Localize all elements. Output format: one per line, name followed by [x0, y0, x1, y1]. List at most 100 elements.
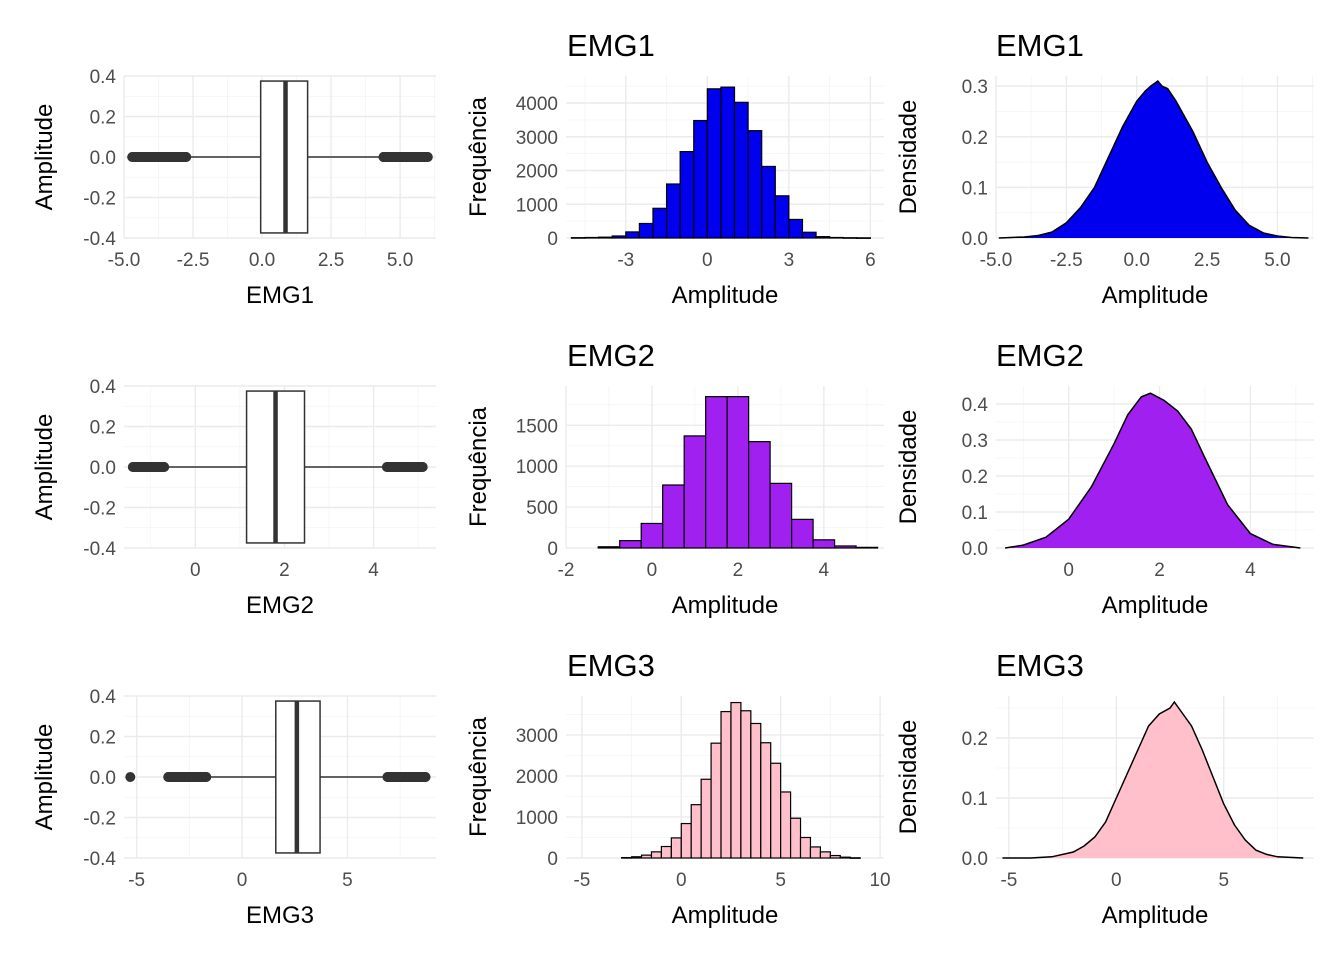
histogram-bar	[683, 435, 707, 549]
x-axis-title: EMG1	[246, 282, 314, 309]
x-tick-label: 2.5	[1194, 250, 1220, 271]
histogram-bar	[680, 822, 692, 859]
outlier-point	[125, 772, 136, 782]
y-tick-label: 1000	[516, 457, 558, 478]
x-tick-label: -5	[128, 870, 145, 891]
x-tick-label: 3	[784, 250, 795, 271]
x-tick-label: 2	[279, 560, 290, 581]
histogram-bar	[788, 218, 804, 239]
histogram-bar	[819, 851, 831, 859]
histogram-bar	[619, 540, 642, 549]
y-tick-label: 3000	[516, 726, 558, 747]
x-tick-label: -2.5	[1050, 250, 1083, 271]
histogram-bar	[640, 854, 653, 859]
y-tick-label: 0.2	[90, 728, 116, 749]
x-tick-label: -5	[573, 870, 590, 891]
y-tick-label: 0.4	[90, 67, 117, 88]
y-axis-title: Densidade	[895, 410, 922, 525]
histogram-bar	[625, 231, 640, 239]
panel-dens-emg1: 0.0 0.1 0.2 0.3 -5.0 -2.5 0.0 2.5 5.0 Amplitude De…	[895, 28, 1314, 309]
histogram-bar	[855, 546, 879, 549]
histogram-bar	[693, 119, 708, 239]
histogram-bar	[730, 701, 742, 859]
x-tick-label: 5	[775, 870, 786, 891]
panel-hist-emg1: 0 1000 2000 3000 4000 -3 0 3 6 Amplitude Frequênci…	[465, 28, 884, 309]
panel-dens-emg2: 0.0 0.1 0.2 0.3 0.4 0 2 4 Amplitude Densidade EMG2	[895, 338, 1314, 619]
histogram-bar	[770, 762, 782, 859]
y-tick-label: 0.0	[90, 148, 116, 169]
x-axis-title: Amplitude	[1102, 902, 1209, 929]
x-axis-title: Amplitude	[1102, 282, 1209, 309]
x-axis-title: EMG2	[246, 592, 314, 619]
x-axis-title: Amplitude	[672, 902, 779, 929]
histogram-bar	[849, 857, 861, 859]
y-axis-title: Amplitude	[31, 104, 58, 211]
y-tick-label: 1000	[516, 195, 558, 216]
x-axis-title: Amplitude	[672, 282, 779, 309]
outlier-point	[181, 152, 192, 162]
y-tick-label: 0.4	[90, 687, 117, 708]
histogram-bar	[833, 545, 857, 549]
y-tick-label: 0.1	[962, 178, 988, 199]
histogram-bar	[815, 236, 831, 239]
panel-title: EMG2	[996, 338, 1084, 373]
x-tick-label: 4	[368, 560, 379, 581]
histogram-bar	[842, 237, 858, 239]
x-axis-title: Amplitude	[672, 592, 779, 619]
y-tick-label: 0.4	[962, 395, 989, 416]
y-tick-label: 0.2	[962, 729, 988, 750]
histogram-bar	[652, 207, 668, 239]
histogram-bar	[665, 183, 681, 239]
histogram-bar	[640, 522, 664, 549]
y-tick-label: -0.2	[83, 809, 116, 830]
panel-box-emg3: -0.4 -0.2 0.0 0.2 0.4 -5 0 5 EMG3 Amplitude	[31, 687, 436, 929]
histogram-bar	[799, 836, 812, 859]
x-tick-label: 0	[237, 870, 248, 891]
y-tick-label: 0	[547, 229, 558, 250]
x-tick-label: 2.5	[318, 250, 344, 271]
histogram-bar	[584, 236, 600, 239]
y-axis-title: Frequência	[465, 406, 492, 527]
histogram-bar	[761, 165, 776, 239]
histogram-bar	[747, 130, 763, 239]
histogram-bar	[801, 231, 817, 239]
histogram-bar	[706, 88, 722, 239]
histogram-bar	[720, 86, 736, 239]
histogram-bar	[700, 778, 712, 859]
histogram-bar	[710, 742, 722, 859]
x-tick-label: 4	[1245, 560, 1256, 581]
outlier-point	[422, 152, 433, 162]
histogram-bar	[789, 817, 802, 859]
histogram-bar	[733, 101, 749, 239]
x-tick-label: 6	[865, 250, 876, 271]
y-tick-label: 0	[547, 849, 558, 870]
y-tick-label: 2000	[516, 767, 558, 788]
x-tick-label: 4	[819, 560, 830, 581]
histogram-bar	[780, 791, 792, 859]
y-tick-label: -0.2	[83, 499, 116, 520]
y-axis-title: Frequência	[465, 96, 492, 217]
panel-box-emg2: -0.4 -0.2 0.0 0.2 0.4 0 2 4 EMG2 Amplitude	[31, 377, 436, 619]
density-line	[1004, 392, 1301, 549]
y-tick-label: 500	[526, 498, 558, 519]
panel-title: EMG3	[567, 648, 655, 683]
histogram-bar	[748, 441, 771, 549]
histogram-bar	[621, 856, 633, 859]
panel-title: EMG1	[567, 28, 655, 63]
outlier-point	[159, 462, 170, 472]
panel-title: EMG2	[567, 338, 655, 373]
y-axis-title: Densidade	[895, 720, 922, 835]
histogram-bar	[809, 846, 822, 859]
y-tick-label: 0.0	[90, 458, 116, 479]
y-tick-label: 0.3	[962, 77, 988, 98]
density-line	[998, 80, 1309, 239]
histogram-bar	[740, 710, 752, 859]
histogram-bar	[598, 236, 613, 239]
density-area	[1002, 702, 1304, 858]
x-axis-title: EMG3	[246, 902, 314, 929]
y-tick-label: 0.0	[90, 768, 116, 789]
x-tick-label: 0	[676, 870, 687, 891]
y-tick-label: -0.4	[83, 229, 116, 250]
outlier-point	[201, 772, 212, 782]
